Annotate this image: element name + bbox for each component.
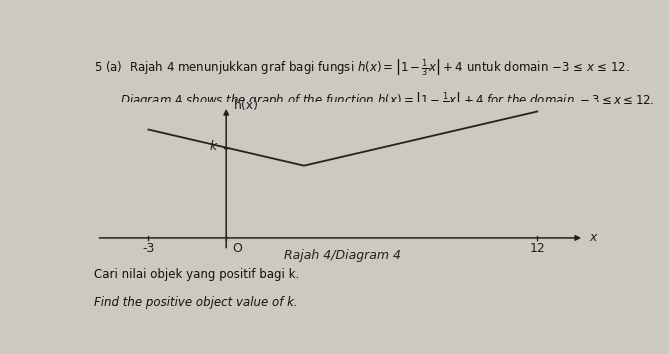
Text: Rajah 4/Diagram 4: Rajah 4/Diagram 4 xyxy=(284,249,401,262)
Text: Cari nilai objek yang positif bagi k.: Cari nilai objek yang positif bagi k. xyxy=(94,268,299,281)
Text: Find the positive object value of k.: Find the positive object value of k. xyxy=(94,296,298,309)
Text: x: x xyxy=(589,230,597,244)
Text: $Diagram\ 4\ shows\ the\ graph\ of\ the\ function\ h(x) = \left|1-\frac{1}{3}x\r: $Diagram\ 4\ shows\ the\ graph\ of\ the\… xyxy=(120,91,654,112)
Text: O: O xyxy=(233,242,243,255)
Text: h(x): h(x) xyxy=(234,99,259,112)
Text: k: k xyxy=(210,140,217,153)
Text: 12: 12 xyxy=(529,242,545,255)
Text: 5 (a)  Rajah 4 menunjukkan graf bagi fungsi $h(x) = \left|1-\frac{1}{3}x\right| : 5 (a) Rajah 4 menunjukkan graf bagi fung… xyxy=(94,57,630,79)
Text: -3: -3 xyxy=(142,242,155,255)
